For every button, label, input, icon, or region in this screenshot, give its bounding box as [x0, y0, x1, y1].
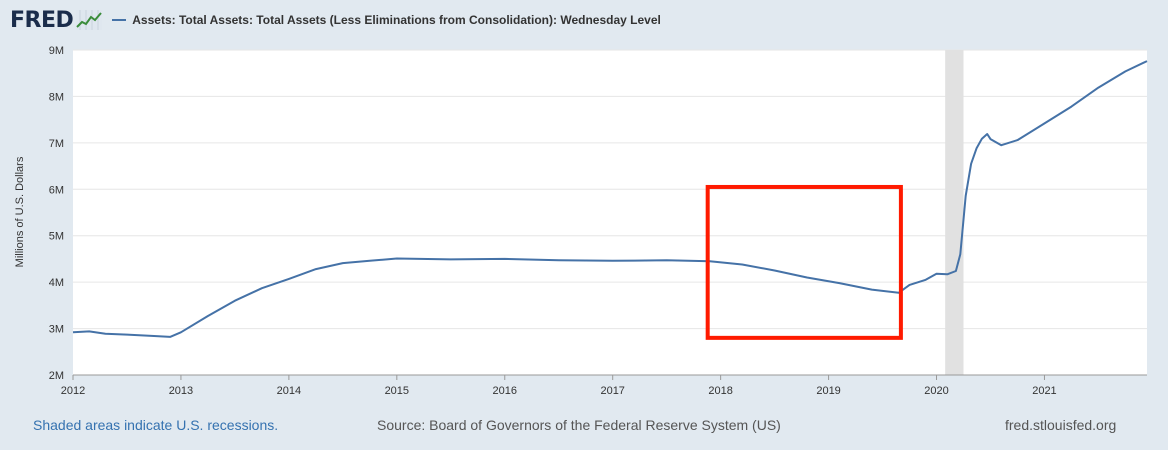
y-tick-label: 9M — [49, 45, 64, 57]
chart-line-icon — [76, 10, 103, 30]
x-axis-ticks: 2012 2013 2014 2015 2016 2017 2018 2019 2020 2021 — [61, 374, 1147, 397]
x-tick-label: 2013 — [169, 385, 193, 397]
x-tick-label: 2015 — [385, 385, 409, 397]
series-title[interactable]: Assets: Total Assets: Total Assets (Less… — [132, 13, 661, 27]
plot-area — [73, 50, 1147, 375]
x-tick-label: 2012 — [61, 385, 85, 397]
x-tick-label: 2019 — [816, 385, 840, 397]
x-tick-label: 2020 — [924, 385, 948, 397]
source-text: Source: Board of Governors of the Federa… — [377, 417, 781, 433]
chart-header: FRED Assets: Total Assets: Total Assets … — [10, 6, 661, 34]
fred-logo[interactable]: FRED — [10, 7, 103, 33]
y-axis-label: Millions of U.S. Dollars — [14, 156, 26, 267]
highlight-layer — [705, 184, 903, 340]
x-tick-label: 2016 — [493, 385, 517, 397]
x-tick-label: 2014 — [277, 385, 301, 397]
y-tick-label: 4M — [49, 277, 64, 289]
recession-shade — [945, 50, 964, 375]
site-link[interactable]: fred.stlouisfed.org — [1005, 417, 1117, 433]
y-tick-label: 6M — [49, 184, 64, 196]
series-line[interactable] — [72, 60, 1148, 338]
y-tick-label: 3M — [49, 324, 64, 336]
x-tick-label: 2017 — [600, 385, 624, 397]
recession-note[interactable]: Shaded areas indicate U.S. recessions. — [33, 417, 279, 433]
highlight-box — [705, 184, 903, 340]
y-tick-label: 2M — [49, 370, 64, 382]
y-tick-label: 7M — [49, 138, 64, 150]
series-layer — [72, 60, 1148, 338]
legend: Assets: Total Assets: Total Assets (Less… — [112, 13, 661, 27]
recession-shading — [945, 50, 964, 375]
y-tick-label: 5M — [49, 231, 64, 243]
y-axis-ticks: 2M 3M 4M 5M 6M 7M 8M 9M — [49, 45, 64, 382]
fred-logo-text: FRED — [10, 7, 74, 33]
x-tick-label: 2021 — [1032, 385, 1056, 397]
legend-swatch — [112, 19, 127, 21]
y-tick-label: 8M — [49, 91, 64, 103]
x-tick-label: 2018 — [708, 385, 732, 397]
